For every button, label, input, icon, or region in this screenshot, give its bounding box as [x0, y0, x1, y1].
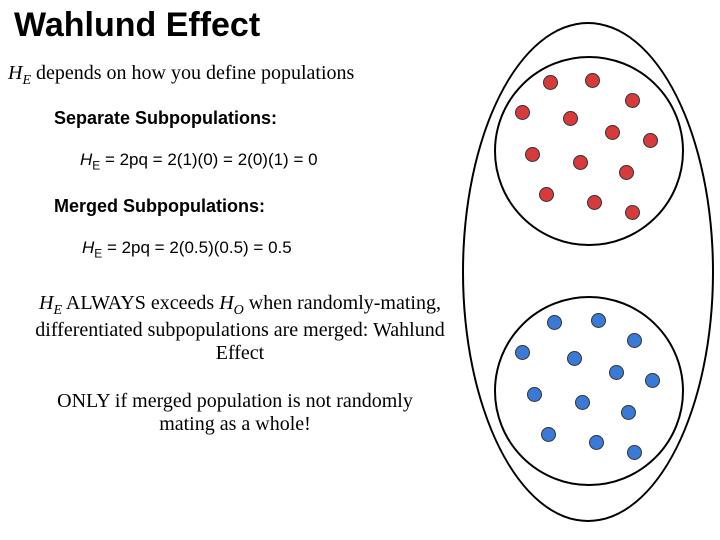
equation-merged: HE = 2pq = 2(0.5)(0.5) = 0.5 — [82, 238, 292, 260]
blue-dot — [645, 373, 660, 388]
blue-dot — [621, 405, 636, 420]
red-dot — [625, 205, 640, 220]
separate-label: Separate Subpopulations: — [54, 108, 277, 129]
blue-dot — [527, 387, 542, 402]
red-dot — [573, 155, 588, 170]
c1-H1: H — [39, 292, 53, 314]
blue-dot — [575, 395, 590, 410]
he-subscript: E — [22, 73, 31, 88]
conclusion-primary: HE ALWAYS exceeds HO when randomly-matin… — [10, 292, 470, 365]
subtitle-text: depends on how you define populations — [31, 62, 354, 84]
red-dot — [625, 93, 640, 108]
population-diagram — [462, 22, 714, 522]
subpopulation-bottom — [494, 296, 684, 486]
conclusion-secondary: ONLY if merged population is not randoml… — [50, 390, 420, 436]
blue-dot — [589, 435, 604, 450]
blue-dot — [515, 345, 530, 360]
subtitle: HE depends on how you define populations — [8, 62, 354, 89]
c1-s2: O — [234, 303, 244, 318]
red-dot — [515, 105, 530, 120]
eqn2-H: H — [82, 238, 94, 257]
blue-dot — [627, 445, 642, 460]
blue-dot — [567, 351, 582, 366]
red-dot — [605, 125, 620, 140]
red-dot — [543, 75, 558, 90]
eqn1-H: H — [80, 150, 92, 169]
equation-separate: HE = 2pq = 2(1)(0) = 2(0)(1) = 0 — [80, 150, 318, 172]
blue-dot — [627, 333, 642, 348]
blue-dot — [547, 315, 562, 330]
blue-dot — [541, 427, 556, 442]
red-dot — [619, 165, 634, 180]
red-dot — [585, 73, 600, 88]
red-dot — [563, 111, 578, 126]
c1-s1: E — [53, 303, 62, 318]
he-symbol: H — [8, 62, 22, 84]
merged-label: Merged Subpopulations: — [54, 196, 265, 217]
red-dot — [525, 147, 540, 162]
page-title: Wahlund Effect — [14, 6, 260, 45]
red-dot — [587, 195, 602, 210]
eqn1-rest: = 2pq = 2(1)(0) = 2(0)(1) = 0 — [100, 150, 317, 169]
red-dot — [643, 133, 658, 148]
blue-dot — [591, 313, 606, 328]
eqn2-rest: = 2pq = 2(0.5)(0.5) = 0.5 — [102, 238, 291, 257]
c1-t1: ALWAYS exceeds — [62, 292, 219, 314]
red-dot — [539, 187, 554, 202]
c1-H2: H — [219, 292, 233, 314]
blue-dot — [609, 365, 624, 380]
